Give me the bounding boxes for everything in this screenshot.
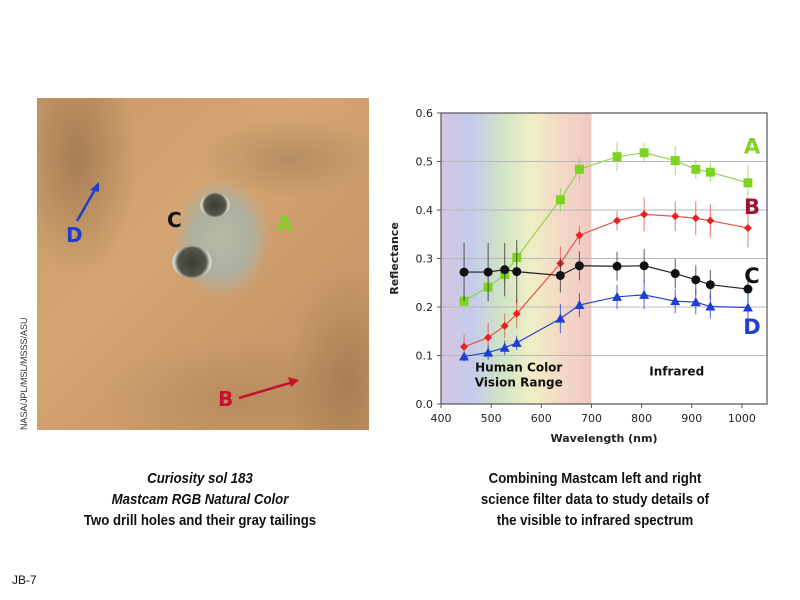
marker-square <box>612 152 622 162</box>
y-tick-label: 0.2 <box>416 301 434 314</box>
marker-triangle <box>742 302 753 312</box>
marker-circle <box>459 267 469 277</box>
series-label-a: A <box>744 135 761 159</box>
photo-arrows <box>75 182 299 400</box>
marker-diamond <box>743 223 752 232</box>
caption-right-line3: the visible to infrared spectrum <box>496 512 694 529</box>
slide-id: JB-7 <box>12 573 37 587</box>
caption-left-line3: Two drill holes and their gray tailings <box>83 512 317 529</box>
marker-triangle <box>459 351 470 361</box>
arrow-b-head <box>288 377 299 387</box>
x-tick-label: 900 <box>681 412 702 425</box>
drill-hole-lower <box>172 246 212 278</box>
caption-right-line1: Combining Mastcam left and right <box>488 470 702 487</box>
photo-label-b: B <box>218 387 234 411</box>
marker-triangle <box>555 313 566 323</box>
marker-diamond <box>706 216 715 225</box>
photo-caption: Curiosity sol 183 Mastcam RGB Natural Co… <box>33 468 367 531</box>
marker-square <box>691 164 701 174</box>
x-tick-label: 700 <box>581 412 602 425</box>
y-axis-label: Reflectance <box>388 222 401 295</box>
caption-right-line2: science filter data to study details of <box>480 491 710 508</box>
arrow-d-head <box>90 182 99 192</box>
marker-circle <box>639 261 649 271</box>
marker-square <box>639 148 649 158</box>
drill-hole-upper <box>200 193 230 217</box>
marker-square <box>743 178 753 188</box>
marker-diamond <box>691 214 700 223</box>
photo-label-a: A <box>277 212 293 236</box>
x-tick-label: 1000 <box>728 412 756 425</box>
marker-diamond <box>500 321 509 330</box>
marker-circle <box>705 280 715 290</box>
marker-diamond <box>484 333 493 342</box>
marker-circle <box>500 265 510 275</box>
marker-triangle <box>690 297 701 307</box>
marker-square <box>574 164 584 174</box>
marker-circle <box>512 267 522 277</box>
y-tick-label: 0.3 <box>416 253 434 266</box>
marker-circle <box>670 269 680 279</box>
x-tick-label: 500 <box>481 412 502 425</box>
region-annotation: Vision Range <box>475 375 563 389</box>
marker-circle <box>483 267 493 277</box>
photo-label-d: D <box>66 223 83 247</box>
y-tick-label: 0.1 <box>416 350 434 363</box>
marker-triangle <box>612 291 623 301</box>
series-label-d: D <box>743 315 760 339</box>
chart-svg: 0.0 0.1 0.2 0.3 0.4 0.5 0.6 400 500 600 700 800 900 1… <box>388 107 768 445</box>
marker-triangle <box>639 289 650 299</box>
x-axis-label: Wavelength (nm) <box>551 432 658 445</box>
photo-label-c: C <box>167 208 182 232</box>
caption-left-line2: Mastcam RGB Natural Color <box>111 491 289 508</box>
chart-caption: Combining Mastcam left and right science… <box>428 468 762 531</box>
y-tick-label: 0.5 <box>416 156 434 169</box>
region-annotation: Human Color <box>475 360 562 374</box>
mastcam-photo: A B C D <box>37 98 369 430</box>
marker-circle <box>574 261 584 271</box>
region-annotation: Infrared <box>649 364 704 378</box>
marker-diamond <box>575 231 584 240</box>
marker-square <box>705 167 715 177</box>
series-label-b: B <box>744 195 760 219</box>
marker-triangle <box>511 337 522 347</box>
y-tick-label: 0.6 <box>416 107 434 120</box>
marker-triangle <box>574 300 585 310</box>
x-tick-label: 400 <box>431 412 452 425</box>
marker-triangle <box>670 296 681 306</box>
x-tick-label: 800 <box>631 412 652 425</box>
marker-square <box>670 156 680 166</box>
reflectance-chart: 0.0 0.1 0.2 0.3 0.4 0.5 0.6 400 500 600 700 800 900 1… <box>380 100 780 450</box>
marker-diamond <box>460 342 469 351</box>
y-tick-label: 0.4 <box>416 204 434 217</box>
caption-left-line1: Curiosity sol 183 <box>147 470 253 487</box>
marker-square <box>555 195 565 205</box>
marker-circle <box>612 261 622 271</box>
marker-circle <box>743 284 753 294</box>
marker-circle <box>555 270 565 280</box>
marker-triangle <box>705 301 716 311</box>
marker-diamond <box>640 210 649 219</box>
marker-triangle <box>483 347 494 357</box>
series-label-c: C <box>744 264 759 288</box>
marker-triangle <box>499 342 510 352</box>
marker-circle <box>691 275 701 285</box>
y-tick-label: 0.0 <box>416 398 434 411</box>
marker-diamond <box>613 216 622 225</box>
photo-credit: NASA/JPL/MSL/MSSS/ASU <box>19 317 29 430</box>
x-tick-label: 600 <box>531 412 552 425</box>
marker-diamond <box>512 309 521 318</box>
marker-diamond <box>671 212 680 221</box>
